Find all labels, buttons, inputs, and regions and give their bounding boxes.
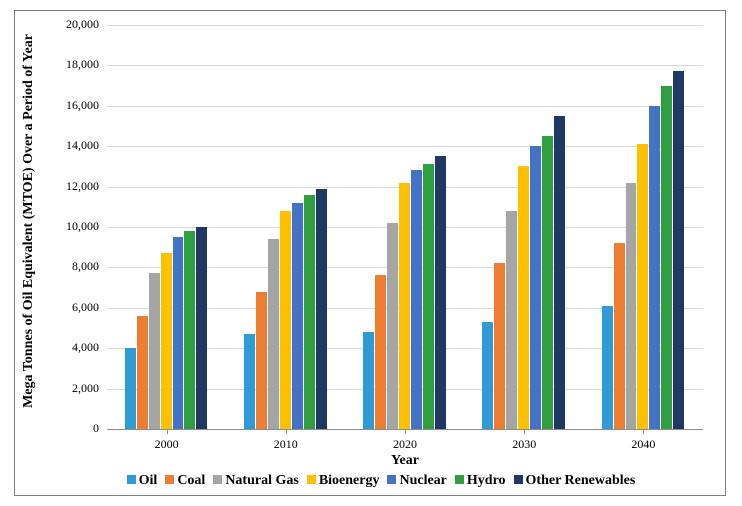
legend-label: Oil	[139, 473, 158, 488]
chart-panel: Mega Tonnes of Oil Equivalent (MTOE) Ove…	[14, 10, 726, 496]
legend-item: Hydro	[455, 473, 506, 489]
x-tick-mark	[286, 429, 287, 434]
bar	[482, 322, 493, 429]
chart-stage: Mega Tonnes of Oil Equivalent (MTOE) Ove…	[0, 0, 742, 506]
x-tick-mark	[524, 429, 525, 434]
bar	[125, 348, 136, 429]
y-tick-label: 10,000	[15, 219, 99, 234]
bar	[423, 164, 434, 429]
legend-label: Coal	[177, 473, 205, 488]
legend-label: Other Renewables	[526, 473, 636, 488]
legend-swatch	[165, 475, 174, 484]
bar	[280, 211, 291, 429]
bar	[411, 170, 422, 429]
bar	[399, 183, 410, 429]
legend-swatch	[514, 475, 523, 484]
bar	[494, 263, 505, 429]
bar	[196, 227, 207, 429]
bar	[435, 156, 446, 429]
x-tick-label: 2040	[613, 437, 673, 452]
bar	[506, 211, 517, 429]
grid-line	[107, 106, 703, 107]
legend-item: Nuclear	[387, 473, 446, 489]
legend-swatch	[455, 475, 464, 484]
y-tick-label: 0	[15, 421, 99, 436]
bar	[184, 231, 195, 429]
y-tick-label: 16,000	[15, 98, 99, 113]
y-tick-label: 20,000	[15, 17, 99, 32]
x-tick-mark	[405, 429, 406, 434]
x-tick-mark	[643, 429, 644, 434]
legend-item: Natural Gas	[213, 473, 299, 489]
y-tick-label: 14,000	[15, 138, 99, 153]
y-tick-label: 4,000	[15, 340, 99, 355]
bar	[316, 189, 327, 429]
y-tick-label: 12,000	[15, 179, 99, 194]
bar	[614, 243, 625, 429]
x-tick-label: 2010	[256, 437, 316, 452]
bar	[375, 275, 386, 429]
grid-line	[107, 25, 703, 26]
x-tick-label: 2020	[375, 437, 435, 452]
legend-label: Nuclear	[399, 473, 446, 488]
legend-swatch	[127, 475, 136, 484]
legend-item: Bioenergy	[307, 473, 380, 489]
bar	[363, 332, 374, 429]
bar	[173, 237, 184, 429]
bar	[530, 146, 541, 429]
bar	[387, 223, 398, 429]
legend-swatch	[307, 475, 316, 484]
x-tick-label: 2030	[494, 437, 554, 452]
bar	[137, 316, 148, 429]
bar	[518, 166, 529, 429]
legend-label: Natural Gas	[225, 473, 299, 488]
bar	[268, 239, 279, 429]
bar	[626, 183, 637, 429]
y-tick-label: 18,000	[15, 57, 99, 72]
bar	[637, 144, 648, 429]
bar	[149, 273, 160, 429]
bar	[602, 306, 613, 429]
legend-item: Other Renewables	[514, 473, 636, 489]
legend-item: Oil	[127, 473, 158, 489]
x-tick-mark	[167, 429, 168, 434]
bar	[554, 116, 565, 429]
y-tick-label: 8,000	[15, 259, 99, 274]
bar	[244, 334, 255, 429]
plot-area	[107, 25, 703, 430]
legend-label: Bioenergy	[319, 473, 380, 488]
x-axis-label: Year	[107, 453, 703, 469]
legend-swatch	[387, 475, 396, 484]
bar	[161, 253, 172, 429]
bar	[661, 86, 672, 429]
grid-line	[107, 146, 703, 147]
y-tick-label: 6,000	[15, 300, 99, 315]
legend-label: Hydro	[467, 473, 506, 488]
bar	[304, 195, 315, 429]
legend: Oil Coal Natural Gas Bioenergy Nuclear Hydro O…	[51, 473, 711, 489]
legend-swatch	[213, 475, 222, 484]
bar	[292, 203, 303, 429]
y-tick-label: 2,000	[15, 381, 99, 396]
bar	[673, 71, 684, 429]
bar	[256, 292, 267, 429]
bar	[542, 136, 553, 429]
grid-line	[107, 65, 703, 66]
legend-item: Coal	[165, 473, 205, 489]
x-tick-label: 2000	[137, 437, 197, 452]
bar	[649, 106, 660, 429]
